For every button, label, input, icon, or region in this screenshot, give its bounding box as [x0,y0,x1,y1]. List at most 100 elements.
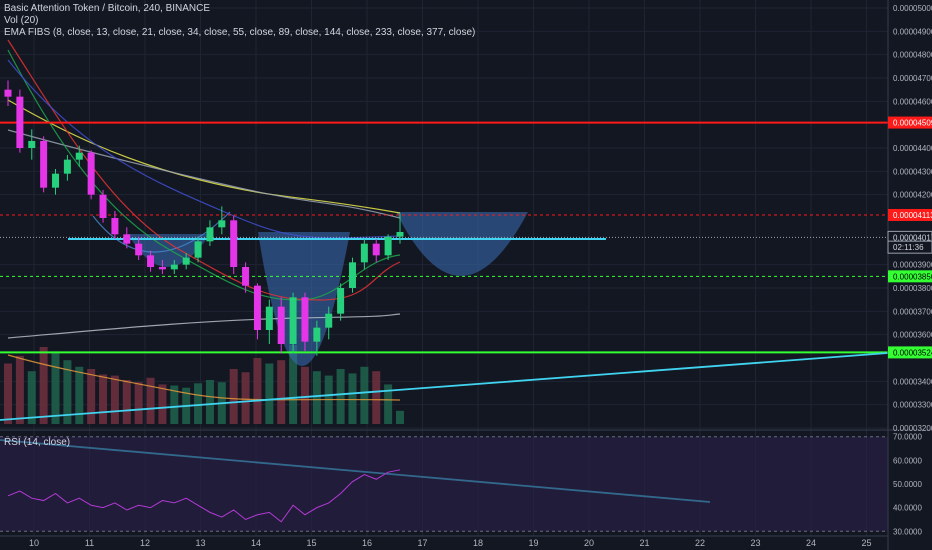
time-tick-label: 12 [140,538,150,548]
price-label-box [888,208,932,221]
volume-bar-26 [312,371,321,424]
time-tick-label: 20 [584,538,594,548]
handle-shape [396,212,528,276]
rsi-tick-label: 60.0000 [893,456,922,465]
rsi-tick-label: 50.0000 [893,480,922,489]
ema-grey [7,129,401,219]
volume-bar-23 [277,360,286,424]
volume-bar-16 [194,383,203,424]
volume-bar-6 [75,366,84,424]
volume-bar-32 [384,384,393,424]
rsi-tick-label: 30.0000 [893,527,922,536]
volume-bar-29 [348,373,357,424]
price-label-red: 0.00004509 [893,119,932,128]
ascending-trendline [0,352,889,421]
price-tick-label: 0.00004800 [893,51,932,60]
ema-green [7,49,401,301]
candle-body-31 [372,243,380,256]
price-label-red-dash: 0.00004113 [893,211,932,220]
price-tick-label: 0.00003700 [893,307,932,316]
price-tick-label: 0.00004400 [893,144,932,153]
candle-body-33 [396,232,404,237]
volume-bar-3 [39,347,48,424]
candle-body-17 [206,227,214,242]
price-tick-label: 0.00004600 [893,97,932,106]
volume-bar-1 [15,355,24,424]
ema-fibs-indicator-label[interactable]: EMA FIBS (8, close, 13, close, 21, close… [4,27,476,38]
ema-fibs-lines [7,39,401,401]
price-axis[interactable]: 0.00005000 0.00004900 0.00004800 0.00004700… [887,0,932,550]
rsi-pane [0,436,888,532]
volume-bar-5 [63,360,72,424]
price-tick-label: 0.00004900 [893,27,932,36]
candle-body-29 [348,262,356,288]
price-tick-label: 0.00005000 [893,4,932,13]
ema-orange [7,354,401,401]
ema-yellow [7,99,401,214]
price-label-green: 0.00003524 [893,348,932,357]
volume-bar-28 [336,369,345,424]
candle-body-18 [218,220,226,228]
volume-bar-0 [4,363,12,424]
volume-bar-10 [122,380,131,424]
rsi-indicator-label[interactable]: RSI (14, close) [4,437,71,448]
volume-bar-4 [51,351,60,424]
chart-legend: Basic Attention Token / Bitcoin, 240, BI… [4,3,475,39]
candle-body-15 [182,257,190,265]
candle-body-4 [52,173,60,188]
candle-body-23 [277,306,285,344]
volume-indicator-label[interactable]: Vol (20) [4,15,39,26]
time-tick-label: 25 [861,538,871,548]
time-tick-label: 15 [306,538,316,548]
candle-body-20 [242,267,250,286]
volume-bar-24 [289,344,298,424]
candle-body-8 [99,194,107,218]
candle-body-24 [289,297,297,344]
volume-bar-33 [396,410,404,424]
time-tick-label: 17 [417,538,427,548]
candle-body-27 [325,313,333,328]
volume-bar-30 [360,366,369,424]
candle-body-21 [253,285,261,330]
volume-bar-12 [146,377,155,424]
price-tick-label: 0.00003400 [893,377,932,386]
candle-body-13 [158,267,166,270]
volume-bars [4,344,404,424]
candle-body-32 [384,236,392,256]
volume-bar-22 [265,363,274,424]
candle-body-0 [4,89,12,97]
horizontal-lines [0,121,888,354]
time-tick-label: 16 [362,538,372,548]
volume-bar-20 [241,372,250,424]
volume-bar-9 [110,375,119,424]
candle-body-28 [337,288,345,314]
price-tick-label: 0.00003800 [893,284,932,293]
price-tick-label: 0.00003900 [893,261,932,270]
price-label-box [888,270,932,283]
ema-red [7,39,401,301]
time-tick-label: 10 [29,538,39,548]
candle-body-5 [63,159,71,174]
volume-bar-19 [229,369,238,424]
time-tick-label: 24 [806,538,816,548]
candle-body-1 [16,96,24,148]
symbol-title[interactable]: Basic Attention Token / Bitcoin, 240, BI… [4,3,211,14]
time-tick-label: 11 [85,538,94,548]
candle-body-12 [147,255,155,267]
price-label-timer: 02:11:36 [893,243,924,252]
time-tick-label: 13 [195,538,205,548]
candle-body-11 [135,243,143,256]
price-label-box [887,240,932,254]
time-tick-label: 23 [750,538,760,548]
candle-body-16 [194,241,202,258]
candle-body-30 [360,243,368,263]
rsi-band [0,436,888,532]
time-axis[interactable]: 10 11 12 13 14 15 16 17 18 19 20 21 22 23 24 25 [0,535,888,548]
time-tick-label: 22 [695,538,705,548]
volume-bar-11 [134,382,143,424]
candle-body-3 [40,141,48,188]
volume-bar-25 [300,366,309,424]
volume-bar-8 [99,374,108,424]
volume-bar-14 [170,385,179,424]
